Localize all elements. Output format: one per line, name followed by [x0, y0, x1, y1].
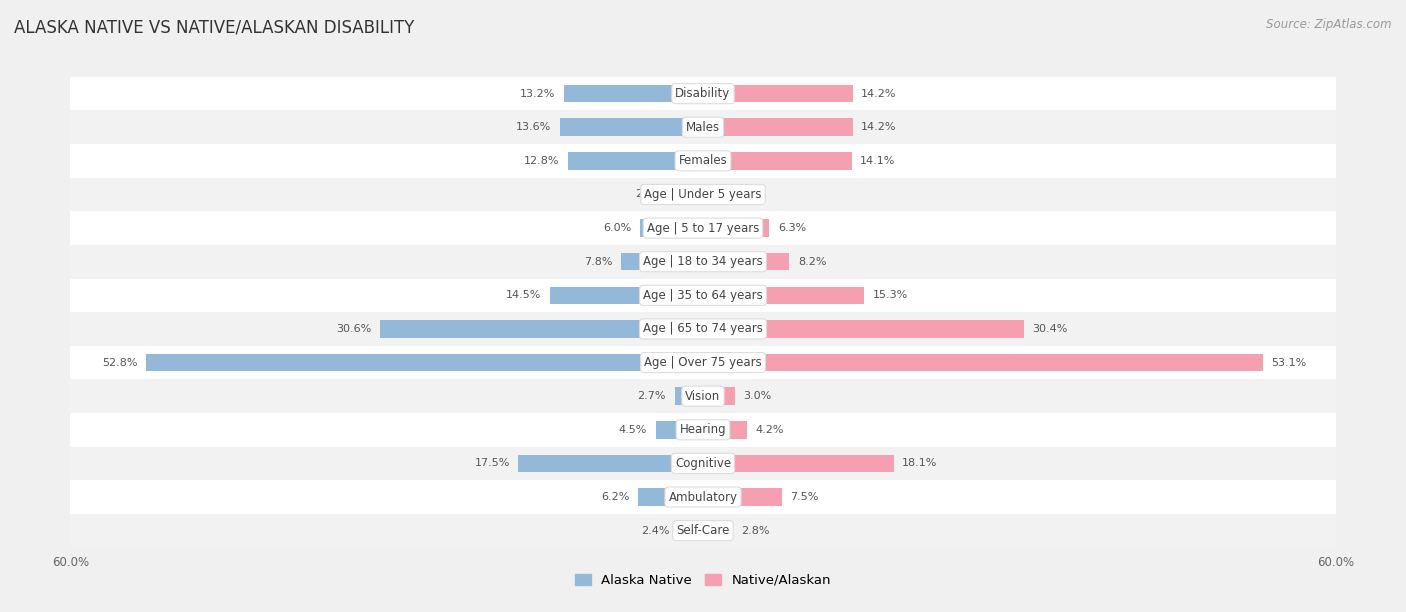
Bar — [70, 76, 1336, 110]
Bar — [703, 354, 1263, 371]
Text: 6.2%: 6.2% — [600, 492, 630, 502]
Text: 15.3%: 15.3% — [873, 290, 908, 300]
Legend: Alaska Native, Native/Alaskan: Alaska Native, Native/Alaskan — [569, 569, 837, 592]
Bar — [703, 320, 1024, 338]
Bar — [70, 211, 1336, 245]
Text: 1.9%: 1.9% — [731, 190, 759, 200]
Bar — [703, 152, 852, 170]
Text: ALASKA NATIVE VS NATIVE/ALASKAN DISABILITY: ALASKA NATIVE VS NATIVE/ALASKAN DISABILI… — [14, 18, 415, 36]
Text: Source: ZipAtlas.com: Source: ZipAtlas.com — [1267, 18, 1392, 31]
Text: Age | Over 75 years: Age | Over 75 years — [644, 356, 762, 369]
Bar — [564, 85, 703, 102]
Bar — [70, 480, 1336, 514]
Bar — [519, 455, 703, 472]
Bar — [70, 245, 1336, 278]
Text: 7.5%: 7.5% — [790, 492, 818, 502]
Bar — [70, 379, 1336, 413]
Text: 53.1%: 53.1% — [1271, 357, 1306, 368]
Text: 12.8%: 12.8% — [524, 156, 560, 166]
Bar — [703, 185, 723, 203]
Bar — [568, 152, 703, 170]
Text: Males: Males — [686, 121, 720, 134]
Bar — [70, 177, 1336, 211]
Text: 14.1%: 14.1% — [860, 156, 896, 166]
Text: 14.2%: 14.2% — [860, 89, 897, 99]
Bar — [703, 85, 852, 102]
Bar — [70, 514, 1336, 548]
Text: Hearing: Hearing — [679, 424, 727, 436]
Text: 6.0%: 6.0% — [603, 223, 631, 233]
Text: 30.6%: 30.6% — [336, 324, 371, 334]
Text: Females: Females — [679, 154, 727, 167]
Text: Self-Care: Self-Care — [676, 524, 730, 537]
Text: Age | 35 to 64 years: Age | 35 to 64 years — [643, 289, 763, 302]
Text: Age | 65 to 74 years: Age | 65 to 74 years — [643, 323, 763, 335]
Bar — [703, 387, 734, 405]
Text: 4.5%: 4.5% — [619, 425, 647, 435]
Text: 14.2%: 14.2% — [860, 122, 897, 132]
Text: Age | 18 to 34 years: Age | 18 to 34 years — [643, 255, 763, 268]
Text: Disability: Disability — [675, 87, 731, 100]
Text: 6.3%: 6.3% — [778, 223, 806, 233]
Bar — [550, 286, 703, 304]
Text: Age | 5 to 17 years: Age | 5 to 17 years — [647, 222, 759, 234]
Bar — [703, 286, 865, 304]
Text: 14.5%: 14.5% — [506, 290, 541, 300]
Bar — [672, 185, 703, 203]
Bar — [640, 219, 703, 237]
Bar — [703, 455, 894, 472]
Text: 2.4%: 2.4% — [641, 526, 669, 536]
Bar — [146, 354, 703, 371]
Bar — [70, 447, 1336, 480]
Bar — [655, 421, 703, 439]
Text: 13.6%: 13.6% — [516, 122, 551, 132]
Text: 18.1%: 18.1% — [903, 458, 938, 468]
Text: Vision: Vision — [685, 390, 721, 403]
Bar — [703, 421, 748, 439]
Text: Cognitive: Cognitive — [675, 457, 731, 470]
Text: 30.4%: 30.4% — [1032, 324, 1067, 334]
Text: 13.2%: 13.2% — [520, 89, 555, 99]
Text: 2.9%: 2.9% — [636, 190, 664, 200]
Text: Age | Under 5 years: Age | Under 5 years — [644, 188, 762, 201]
Bar — [703, 119, 852, 136]
Text: 2.7%: 2.7% — [637, 391, 666, 401]
Bar — [70, 144, 1336, 177]
Bar — [703, 253, 790, 271]
Text: 2.8%: 2.8% — [741, 526, 769, 536]
Bar — [560, 119, 703, 136]
Bar — [621, 253, 703, 271]
Text: 4.2%: 4.2% — [756, 425, 785, 435]
Text: 7.8%: 7.8% — [583, 256, 613, 267]
Bar — [70, 110, 1336, 144]
Text: 52.8%: 52.8% — [103, 357, 138, 368]
Bar — [703, 522, 733, 539]
Text: 17.5%: 17.5% — [475, 458, 510, 468]
Bar — [70, 278, 1336, 312]
Bar — [380, 320, 703, 338]
Bar — [70, 413, 1336, 447]
Bar — [70, 312, 1336, 346]
Text: 3.0%: 3.0% — [744, 391, 772, 401]
Text: 8.2%: 8.2% — [799, 256, 827, 267]
Bar — [638, 488, 703, 506]
Bar — [70, 346, 1336, 379]
Text: Ambulatory: Ambulatory — [668, 490, 738, 504]
Bar — [678, 522, 703, 539]
Bar — [675, 387, 703, 405]
Bar — [703, 219, 769, 237]
Bar — [703, 488, 782, 506]
